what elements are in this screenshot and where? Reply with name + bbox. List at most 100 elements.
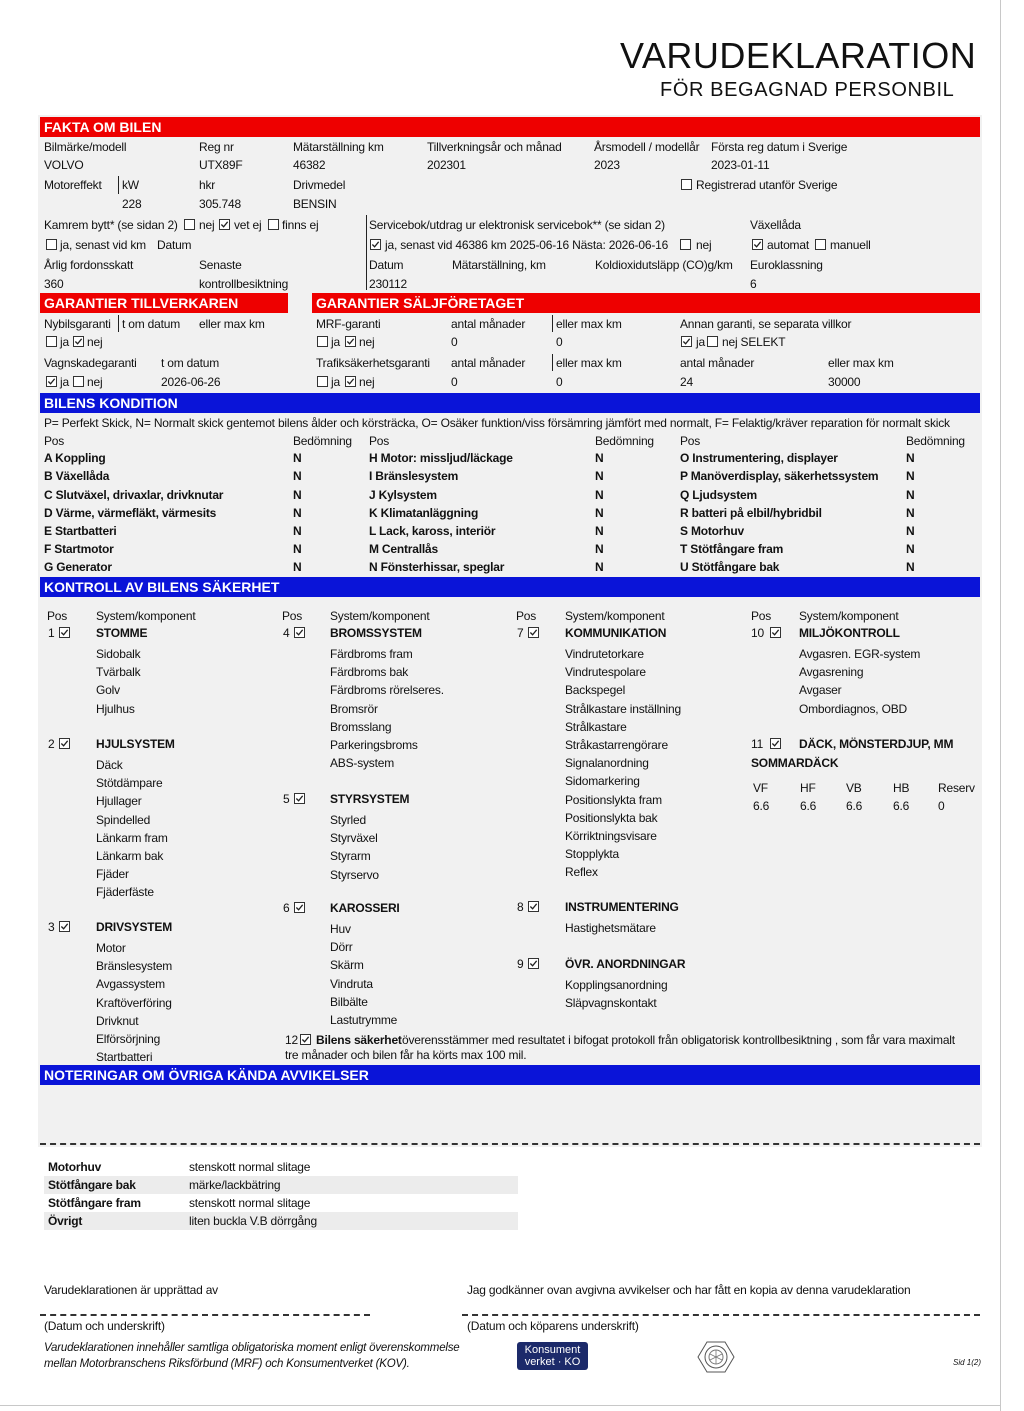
bedomning-header: Bedömning — [595, 434, 654, 448]
component-item: Strålkastare — [565, 719, 627, 734]
condition-grade: N — [595, 542, 604, 556]
checkbox-garanti-salj-trafik-nej[interactable] — [345, 376, 356, 387]
checkbox-garanti-tillv-nybil-nej[interactable] — [73, 336, 84, 347]
checkbox-group-11[interactable] — [770, 738, 781, 749]
checkbox-garanti-salj-annan-ja[interactable] — [681, 336, 692, 347]
component-item: Ombordiagnos, OBD — [799, 701, 907, 716]
konsumentverket-logo: Konsument verket · KO — [517, 1342, 588, 1370]
checkbox-garanti-salj-mrf-ja[interactable] — [317, 336, 328, 347]
checkbox-garanti-salj-mrf-nej[interactable] — [345, 336, 356, 347]
garanti-salj-annan-km-label: eller max km — [828, 356, 894, 370]
document-title: VARUDEKLARATION — [620, 35, 977, 76]
fakta-matar2-label: Mätarställning, km — [452, 258, 546, 272]
checkbox-group-1[interactable] — [59, 627, 70, 638]
section-garanti-saljforetaget-header: GARANTIER SÄLJFÖRETAGET — [312, 293, 980, 313]
garanti-salj-mrf-man-label: antal månader — [451, 317, 526, 331]
checkbox-group-3[interactable] — [59, 921, 70, 932]
fakta-regnr-label: Reg nr — [199, 140, 234, 154]
condition-item: J Kylsystem — [369, 488, 437, 502]
checkbox-fakta-service-ja[interactable] — [370, 239, 381, 250]
group-number: 1 — [48, 626, 55, 640]
checkbox-garanti-salj-annan-nej[interactable] — [707, 336, 718, 347]
fakta-skatt-label: Årlig fordonsskatt — [44, 258, 134, 272]
checkbox-group-5[interactable] — [294, 793, 305, 804]
component-item: Hjulhus — [96, 701, 135, 716]
component-item: Stötdämpare — [96, 776, 163, 791]
checkbox-garanti-tillv-vagn-nej[interactable] — [73, 376, 84, 387]
condition-item: C Slutväxel, drivaxlar, drivknutar — [44, 488, 224, 502]
component-item: Tvärbalk — [96, 665, 141, 680]
condition-item: A Koppling — [44, 451, 106, 465]
component-item: Avgassystem — [96, 977, 165, 992]
checkbox-group-7[interactable] — [528, 627, 539, 638]
group-title: STYRSYSTEM — [330, 792, 410, 806]
document-subtitle: FÖR BEGAGNAD PERSONBIL — [660, 79, 955, 101]
checkbox-fakta-kamrem-vetej[interactable] — [219, 219, 230, 230]
checkbox-garanti-tillv-vagn-ja[interactable] — [46, 376, 57, 387]
fakta-senaste-label2: kontrollbesiktning — [199, 277, 289, 291]
fakta-co2-label: Koldioxidutsläpp (CO)g/km — [595, 258, 733, 272]
condition-item: H Motor: missljud/läckage — [369, 451, 513, 465]
checkbox-group-9[interactable] — [528, 958, 539, 969]
item-12-text: tre månader och bilen får ha körts max 1… — [285, 1048, 527, 1062]
fakta-hkr: 305.748 — [199, 197, 241, 211]
condition-item: D Värme, värmefläkt, värmesits — [44, 506, 217, 520]
group-number: 8 — [517, 900, 524, 914]
component-item: Styrarm — [330, 849, 371, 864]
signature-line-seller[interactable] — [40, 1314, 370, 1316]
checkmark-icon — [301, 1036, 310, 1043]
checkmark-icon — [74, 338, 83, 345]
signatur-footnote1: Varudeklarationen innehåller samtliga ob… — [44, 1342, 460, 1354]
group-number: 6 — [283, 901, 290, 915]
component-item: Vindrutetorkare — [565, 647, 644, 661]
component-item: Avgaser — [799, 683, 842, 698]
signature-line-buyer[interactable] — [462, 1314, 980, 1316]
checkbox-fakta-reg-utanfor[interactable] — [681, 179, 692, 190]
condition-grade: N — [293, 488, 302, 502]
group-title: BROMSSYSTEM — [330, 626, 422, 640]
component-item: Lastutrymme — [330, 1013, 398, 1027]
component-item: Positionslykta fram — [565, 792, 662, 807]
component-item: Spindelled — [96, 812, 151, 827]
component-item: Motor — [96, 941, 126, 955]
checkbox-fakta-kamrem-ja[interactable] — [46, 239, 57, 250]
checkmark-icon — [771, 740, 780, 747]
checkbox-item-12[interactable] — [300, 1034, 311, 1045]
page-edge — [1000, 0, 1001, 1411]
component-item: Sidomarkering — [565, 774, 640, 789]
garanti-tillv-vagn-nej-label: nej — [87, 375, 103, 389]
checkbox-fakta-kamrem-nej[interactable] — [184, 219, 195, 230]
checkbox-fakta-service-nej[interactable] — [680, 239, 691, 250]
checkbox-garanti-tillv-nybil-ja[interactable] — [46, 336, 57, 347]
component-item: Bränslesystem — [96, 959, 173, 974]
checkbox-group-8[interactable] — [528, 901, 539, 912]
condition-grade: N — [906, 469, 915, 483]
checkbox-group-4[interactable] — [294, 627, 305, 638]
note-value: stenskott normal slitage — [189, 1196, 311, 1210]
fakta-hkr-label: hkr — [199, 178, 216, 192]
checkbox-fakta-kamrem-finnsej[interactable] — [268, 219, 279, 230]
component-item: Sidobalk — [96, 647, 141, 661]
component-item: Vindrutespolare — [565, 665, 646, 680]
component-item: Avgasrening — [799, 665, 864, 680]
checkbox-fakta-manuell[interactable] — [815, 239, 826, 250]
group-number: 3 — [48, 920, 55, 934]
checkbox-fakta-automat[interactable] — [752, 239, 763, 250]
condition-item: E Startbatteri — [44, 524, 117, 538]
condition-grade: N — [906, 560, 915, 574]
system-header: System/komponent — [799, 609, 899, 623]
checkbox-group-6[interactable] — [294, 902, 305, 913]
checkbox-group-2[interactable] — [59, 738, 70, 749]
fakta-automat-label: automat — [767, 238, 809, 252]
fakta-drivmedel: BENSIN — [293, 197, 337, 211]
checkmark-icon — [295, 629, 304, 636]
kondition-legend: P= Perfekt Skick, N= Normalt skick gente… — [44, 416, 950, 430]
logo-text: Konsument — [524, 1344, 581, 1356]
checkbox-garanti-salj-trafik-ja[interactable] — [317, 376, 328, 387]
divider — [118, 176, 119, 194]
fakta-tillv: 202301 — [427, 158, 466, 172]
note-value: stenskott normal slitage — [189, 1160, 311, 1174]
checkbox-group-10[interactable] — [770, 627, 781, 638]
condition-grade: N — [595, 451, 604, 465]
condition-item: G Generator — [44, 560, 112, 574]
